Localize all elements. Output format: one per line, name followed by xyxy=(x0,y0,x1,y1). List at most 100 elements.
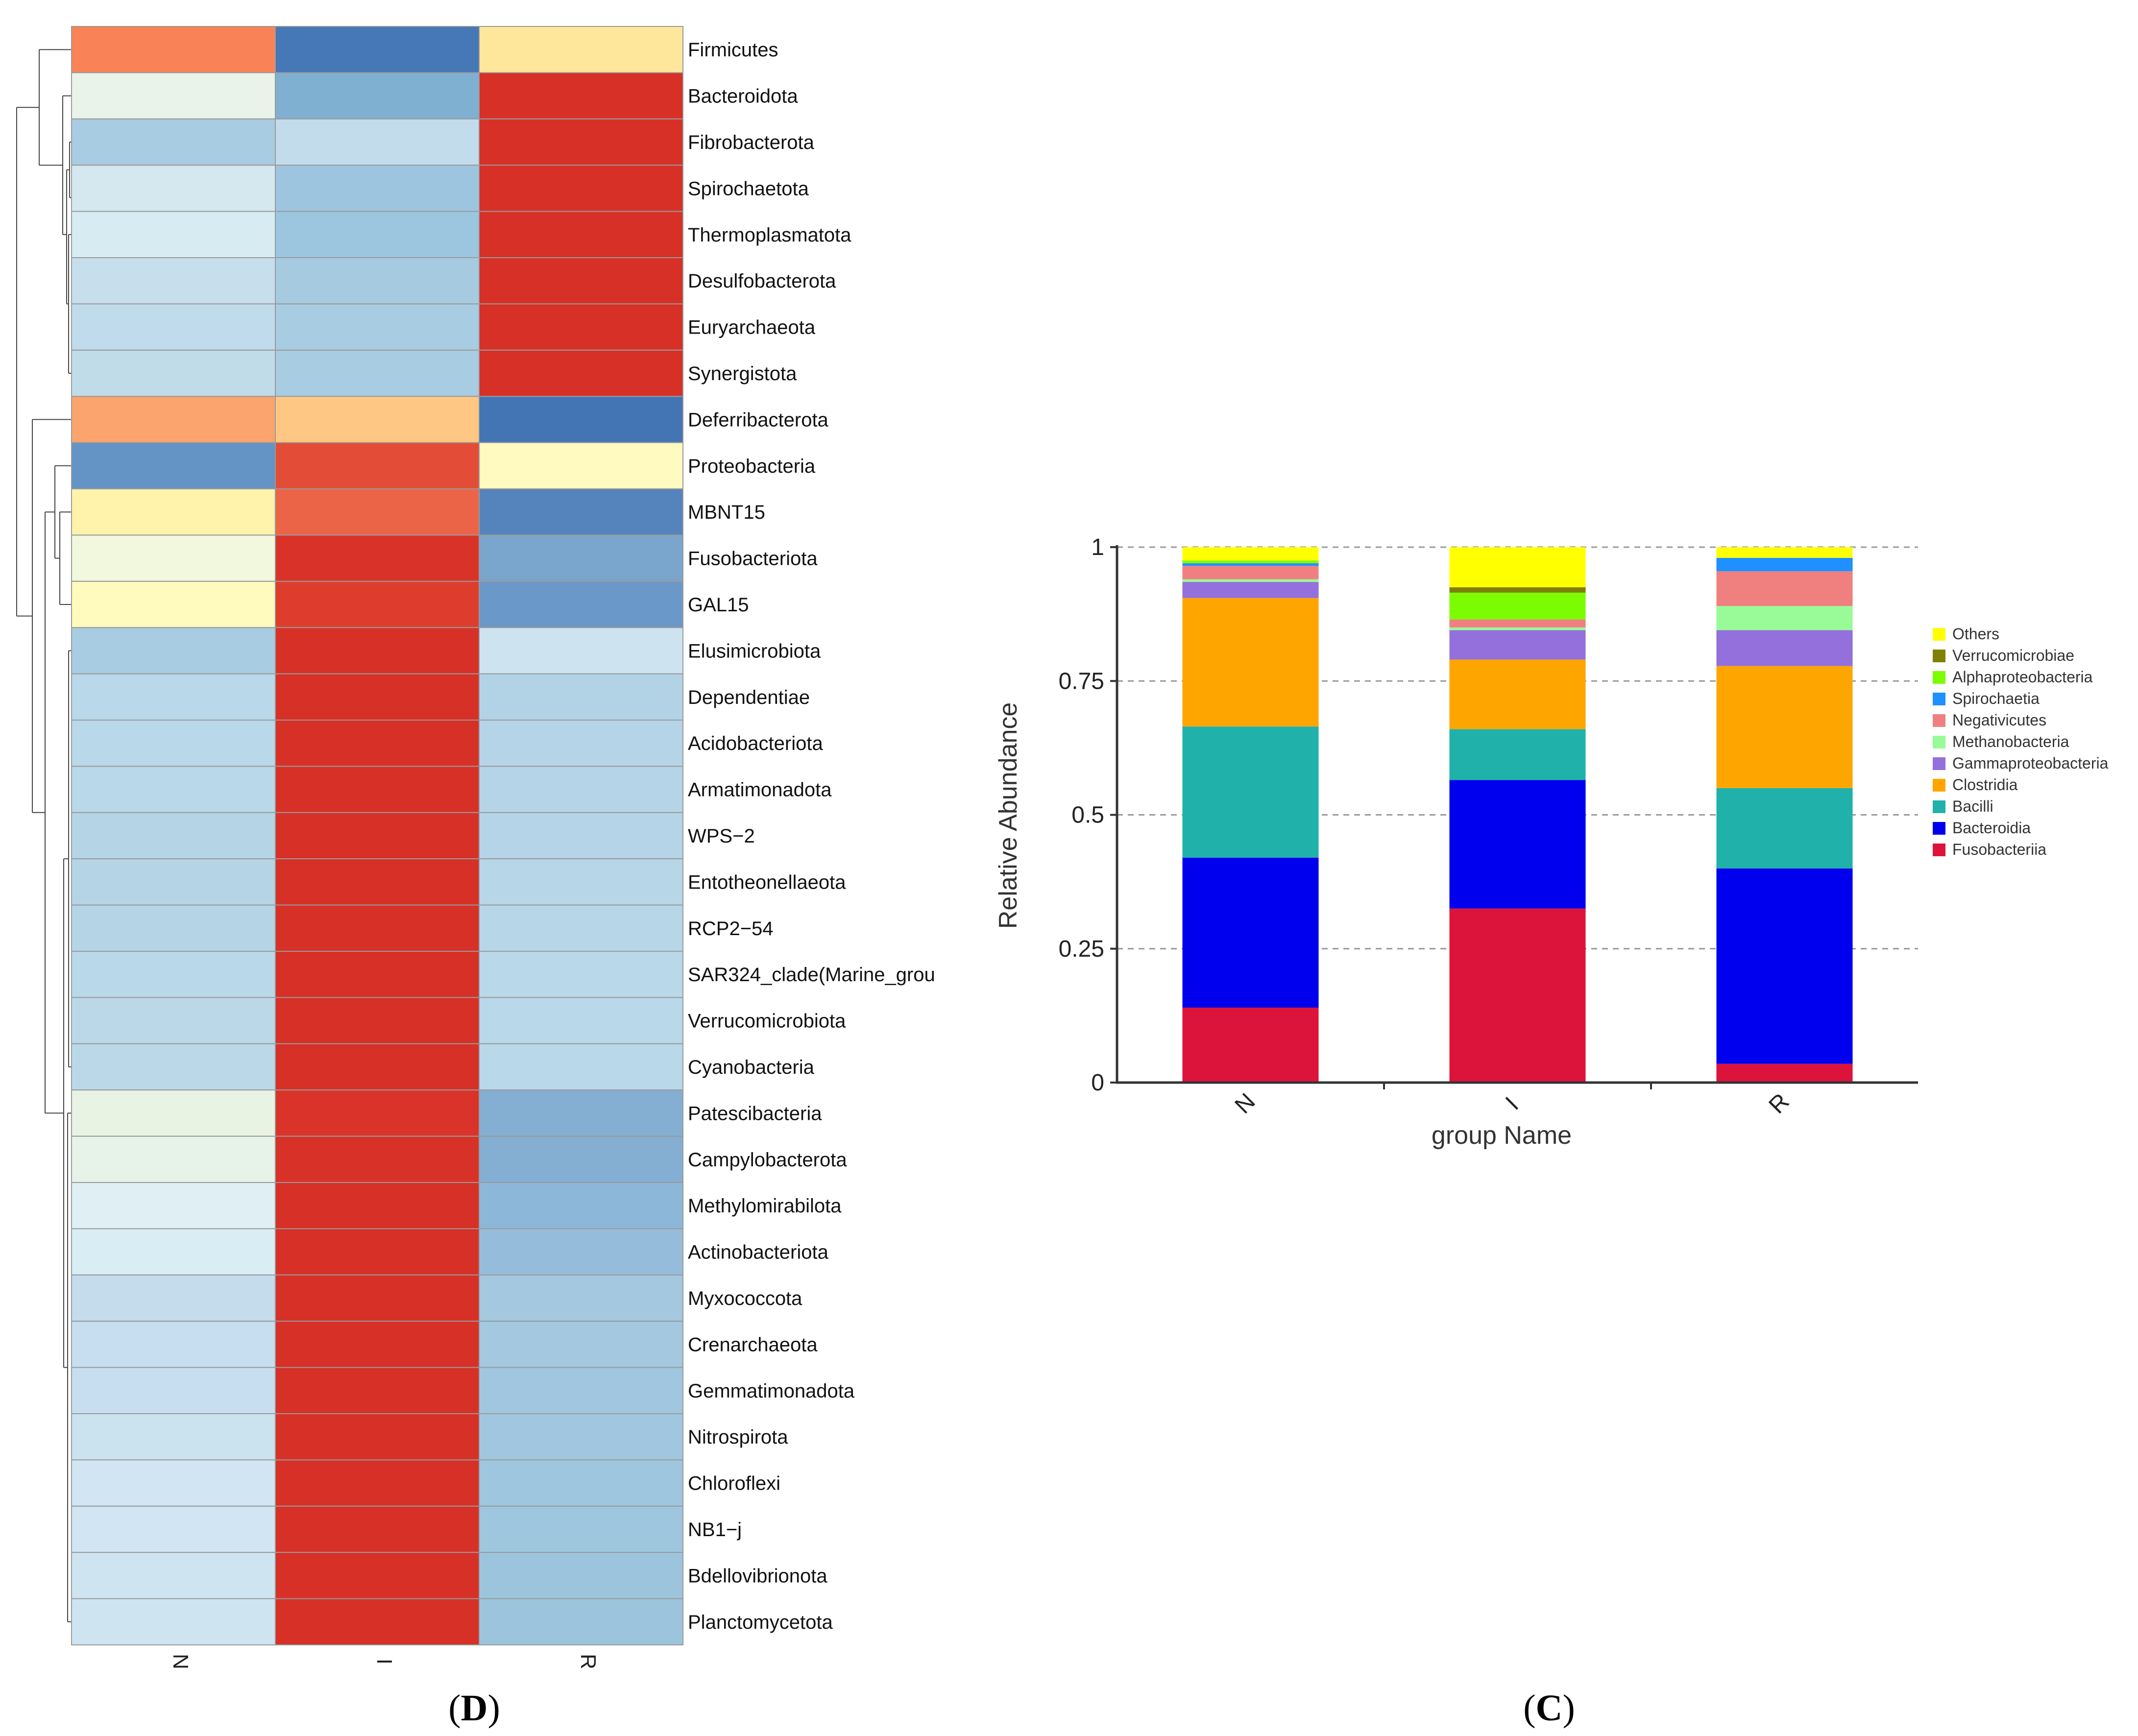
heatmap-column-label: I xyxy=(372,1659,396,1664)
heatmap-cell-wps-2-r xyxy=(479,812,683,860)
legend-label-bacilli: Bacilli xyxy=(1952,797,1993,815)
heatmap-cell-bacteroidota-i xyxy=(275,72,480,120)
bar-segment-i-bacteroidia xyxy=(1449,780,1586,909)
heatmap-row-label: Bacteroidota xyxy=(688,86,798,107)
bar-segment-n-bacilli xyxy=(1182,726,1319,858)
heatmap-cell-firmicutes-n xyxy=(71,26,276,73)
legend-swatch-verrucomicrobiae xyxy=(1933,650,1945,662)
heatmap-cell-bdellovibrionota-i xyxy=(275,1552,480,1599)
heatmap-row-label: Entotheonellaeota xyxy=(688,871,846,893)
heatmap-cell-rcp2-54-n xyxy=(71,904,276,952)
heatmap-cell-elusimicrobiota-i xyxy=(275,627,480,675)
heatmap-row-label: Deferribacterota xyxy=(688,409,829,431)
heatmap-cell-sar324-clade-marine-grou-r xyxy=(479,951,683,998)
heatmap-cell-elusimicrobiota-r xyxy=(479,627,683,675)
bar-segment-i-methanobacteria xyxy=(1449,627,1586,630)
bar-x-tick-label: I xyxy=(1501,1092,1524,1115)
heatmap-cell-verrucomicrobiota-n xyxy=(71,997,276,1044)
heatmap-cell-proteobacteria-n xyxy=(71,442,276,489)
heatmap-row-label: Patescibacteria xyxy=(688,1103,822,1124)
heatmap-cell-fusobacteriota-n xyxy=(71,534,276,582)
legend-swatch-gammaproteobacteria xyxy=(1933,757,1945,770)
heatmap-row-label: Crenarchaeota xyxy=(688,1334,818,1355)
heatmap-cell-proteobacteria-r xyxy=(479,442,683,489)
heatmap-cell-synergistota-i xyxy=(275,349,480,397)
heatmap-cell-cyanobacteria-n xyxy=(71,1043,276,1091)
panel-label-c-close: ) xyxy=(1562,1688,1575,1729)
heatmap-cell-verrucomicrobiota-r xyxy=(479,997,683,1044)
heatmap-cell-entotheonellaeota-i xyxy=(275,858,480,906)
bar-segment-n-spirochaetia xyxy=(1182,563,1319,566)
legend-label-fusobacteriia: Fusobacteriia xyxy=(1952,841,2046,858)
bar-bars xyxy=(1182,547,1853,1083)
heatmap-cell-thermoplasmatota-n xyxy=(71,211,276,259)
heatmap-cell-actinobacteriota-i xyxy=(275,1228,480,1276)
heatmap-row-label: Cyanobacteria xyxy=(688,1057,815,1078)
heatmap-panel: Firmicutes Bacteroidota Fibrobacterota Spir… xyxy=(16,26,935,1669)
heatmap-column-label: N xyxy=(169,1654,193,1669)
heatmap-cell-gal15-i xyxy=(275,580,480,628)
legend-swatch-bacilli xyxy=(1933,800,1945,813)
bar-legend: Others Verrucomicrobiae Alphaproteobacteri… xyxy=(1933,625,2109,858)
legend-label-others: Others xyxy=(1952,625,1999,643)
heatmap-row-label: Actinobacteriota xyxy=(688,1242,829,1263)
heatmap-cell-bdellovibrionota-n xyxy=(71,1552,276,1599)
bar-x-tick-label: R xyxy=(1764,1088,1795,1119)
legend-swatch-spirochaetia xyxy=(1933,693,1945,705)
heatmap-row-labels: Firmicutes Bacteroidota Fibrobacterota Spir… xyxy=(688,39,935,1633)
heatmap-cell-entotheonellaeota-r xyxy=(479,858,683,906)
heatmap-cell-armatimonadota-i xyxy=(275,766,480,813)
heatmap-cell-campylobacterota-r xyxy=(479,1135,683,1183)
bar-y-tick-label: 0.5 xyxy=(1071,802,1104,828)
bar-segment-r-negativicutes xyxy=(1716,571,1853,606)
heatmap-cell-actinobacteriota-r xyxy=(479,1228,683,1276)
heatmap-cell-myxococcota-r xyxy=(479,1274,683,1322)
bar-segment-n-methanobacteria xyxy=(1182,579,1319,582)
heatmap-column-label: R xyxy=(576,1654,600,1669)
heatmap-cell-acidobacteriota-r xyxy=(479,720,683,767)
heatmap-cell-proteobacteria-i xyxy=(275,442,480,489)
heatmap-cell-nitrospirota-n xyxy=(71,1413,276,1461)
heatmap-row-label: Bdellovibrionota xyxy=(688,1565,827,1587)
heatmap-cell-planctomycetota-r xyxy=(479,1598,683,1646)
legend-swatch-methanobacteria xyxy=(1933,736,1945,748)
legend-label-spirochaetia: Spirochaetia xyxy=(1952,690,2040,707)
heatmap-cell-myxococcota-i xyxy=(275,1274,480,1322)
heatmap-cell-cyanobacteria-i xyxy=(275,1043,480,1091)
heatmap-cell-armatimonadota-r xyxy=(479,766,683,813)
heatmap-cell-entotheonellaeota-n xyxy=(71,858,276,906)
legend-swatch-negativicutes xyxy=(1933,714,1945,727)
heatmap-row-label: Campylobacterota xyxy=(688,1149,847,1171)
heatmap-cell-desulfobacterota-i xyxy=(275,257,480,305)
legend-label-negativicutes: Negativicutes xyxy=(1952,711,2046,729)
heatmap-row-label: Fusobacteriota xyxy=(688,548,818,570)
heatmap-cell-armatimonadota-n xyxy=(71,766,276,813)
heatmap-cell-chloroflexi-n xyxy=(71,1459,276,1507)
heatmap-cell-rcp2-54-r xyxy=(479,904,683,952)
heatmap-cell-spirochaetota-r xyxy=(479,165,683,212)
bar-axes xyxy=(1110,545,1918,1089)
heatmap-row-label: Myxococcota xyxy=(688,1288,802,1309)
heatmap-cell-gemmatimonadota-r xyxy=(479,1367,683,1415)
heatmap-cell-gemmatimonadota-n xyxy=(71,1367,276,1415)
bar-segment-n-bacteroidia xyxy=(1182,857,1319,1008)
heatmap-row-label: Spirochaetota xyxy=(688,178,809,199)
heatmap-cell-chloroflexi-r xyxy=(479,1459,683,1507)
heatmap-cell-fibrobacterota-n xyxy=(71,118,276,166)
heatmap-row-label: RCP2−54 xyxy=(688,918,774,940)
bar-segment-i-fusobacteriia xyxy=(1449,908,1586,1083)
row-dendrogram xyxy=(16,49,72,1622)
heatmap-row-label: Nitrospirota xyxy=(688,1426,788,1448)
heatmap-cell-nb1-j-n xyxy=(71,1505,276,1553)
bar-segment-n-gammaproteobacteria xyxy=(1182,582,1319,598)
legend-swatch-bacteroidia xyxy=(1933,822,1945,835)
heatmap-cell-nitrospirota-r xyxy=(479,1413,683,1461)
bar-y-tick-label: 0 xyxy=(1091,1070,1104,1096)
heatmap-cell-fibrobacterota-r xyxy=(479,118,683,166)
heatmap-row-label: Methylomirabilota xyxy=(688,1195,842,1217)
heatmap-cell-campylobacterota-i xyxy=(275,1135,480,1183)
heatmap-cell-bacteroidota-n xyxy=(71,72,276,120)
heatmap-cell-methylomirabilota-r xyxy=(479,1182,683,1230)
